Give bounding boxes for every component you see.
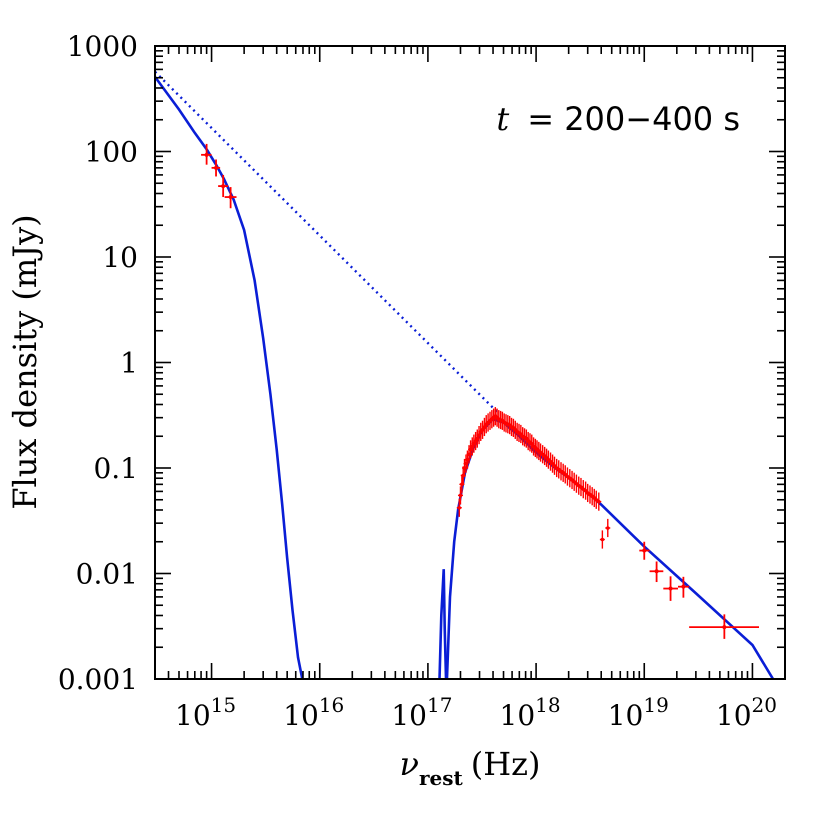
x-tick-base: 10 bbox=[500, 699, 536, 732]
data-marker bbox=[654, 569, 659, 574]
data-marker bbox=[470, 444, 475, 449]
y-tick-label: 1000 bbox=[67, 30, 138, 63]
data-marker bbox=[668, 586, 673, 591]
data-marker bbox=[583, 488, 588, 493]
data-optical-point-2 bbox=[211, 159, 221, 177]
data-optical-point-3 bbox=[218, 174, 229, 198]
data-marker bbox=[594, 497, 599, 502]
data-marker bbox=[458, 493, 463, 498]
x-tick-exponent: 18 bbox=[535, 693, 560, 717]
data-hard-xray-point-5 bbox=[689, 614, 760, 639]
y-tick-label: 0.001 bbox=[58, 663, 138, 696]
tick-labels: 1015 1016 1017 1018 1019 102010001001010.10.0… bbox=[58, 30, 777, 732]
x-tick-base: 10 bbox=[716, 699, 752, 732]
x-tick-exponent: 20 bbox=[752, 693, 777, 717]
plot-frame bbox=[154, 45, 786, 680]
x-tick-label: 1015 bbox=[175, 693, 236, 732]
time-range: = 200−400 s bbox=[527, 100, 740, 138]
data-marker bbox=[472, 441, 476, 446]
data-marker bbox=[482, 425, 487, 429]
x-tick-base: 10 bbox=[391, 699, 427, 732]
y-tick-label: 10 bbox=[102, 241, 138, 274]
time-variable: t bbox=[496, 100, 509, 138]
data-marker bbox=[642, 548, 647, 553]
data-marker bbox=[681, 584, 686, 589]
x-tick-label: 1017 bbox=[391, 693, 452, 732]
data-marker bbox=[475, 436, 480, 441]
x-tick-exponent: 16 bbox=[319, 693, 344, 717]
x-tick-base: 10 bbox=[608, 699, 644, 732]
x-tick-exponent: 17 bbox=[427, 693, 452, 717]
data-marker bbox=[480, 428, 485, 432]
data-marker bbox=[722, 625, 727, 630]
series-layer bbox=[155, 70, 775, 679]
data-marker bbox=[563, 472, 568, 477]
x-axis-subscript: rest bbox=[419, 766, 464, 790]
x-axis-symbol: ν bbox=[400, 745, 419, 783]
data-marker bbox=[524, 436, 529, 441]
xrt-point-74 bbox=[593, 490, 599, 509]
data-optical-point-1 bbox=[201, 143, 212, 165]
data-marker bbox=[221, 184, 226, 189]
xrt-point-75 bbox=[596, 492, 602, 511]
xrt-point-55 bbox=[552, 456, 558, 475]
y-tick-label: 100 bbox=[85, 136, 138, 169]
data-marker bbox=[579, 485, 583, 489]
minor-ticks bbox=[154, 46, 786, 679]
xrt-point-77 bbox=[605, 518, 611, 538]
data-marker bbox=[457, 505, 462, 510]
x-tick-base: 10 bbox=[175, 699, 211, 732]
x-tick-exponent: 15 bbox=[211, 693, 236, 717]
x-tick-label: 1016 bbox=[283, 693, 344, 732]
data-marker bbox=[600, 537, 605, 542]
data-marker bbox=[597, 499, 601, 504]
xrt-point-10 bbox=[469, 437, 475, 456]
xrt-point-1 bbox=[456, 498, 462, 517]
y-tick-label: 1 bbox=[120, 347, 138, 380]
data-marker bbox=[529, 441, 534, 446]
data-hard-xray-point-3 bbox=[663, 576, 678, 601]
data-marker bbox=[204, 152, 209, 157]
x-axis-unit: (Hz) bbox=[471, 745, 541, 783]
x-axis-title: νrest (Hz) bbox=[400, 745, 541, 790]
data-hard-xray-point-2 bbox=[649, 561, 664, 583]
major-ticks bbox=[155, 45, 785, 680]
data-marker bbox=[214, 165, 219, 170]
xrt-point-2 bbox=[457, 486, 463, 505]
x-tick-label: 1019 bbox=[608, 693, 669, 732]
model-curve-segment-3 bbox=[445, 417, 775, 679]
model-extrapolation-dotted bbox=[155, 70, 500, 415]
xrt-point-69 bbox=[583, 481, 589, 500]
data-optical-point-4 bbox=[224, 187, 237, 209]
data-marker bbox=[468, 447, 473, 452]
model-curve-segment-1 bbox=[155, 76, 304, 679]
data-marker bbox=[605, 526, 610, 530]
data-hard-xray-point-4 bbox=[677, 576, 690, 598]
data-marker bbox=[228, 195, 233, 200]
x-tick-base: 10 bbox=[283, 699, 319, 732]
x-tick-label: 1018 bbox=[500, 693, 561, 732]
y-tick-label: 0.01 bbox=[76, 558, 138, 591]
data-marker bbox=[552, 463, 557, 468]
xrt-point-60 bbox=[562, 465, 568, 484]
model-curve-segment-2 bbox=[438, 569, 448, 679]
xrt-point-76 bbox=[599, 530, 605, 549]
x-tick-label: 1020 bbox=[716, 693, 777, 732]
x-tick-exponent: 19 bbox=[643, 693, 668, 717]
data-marker bbox=[477, 433, 481, 437]
data-hard-xray-point-1 bbox=[639, 541, 650, 560]
y-tick-label: 0.1 bbox=[93, 452, 138, 485]
y-axis-title: Flux density (mJy) bbox=[6, 214, 44, 509]
time-annotation: t = 200−400 s bbox=[496, 100, 740, 138]
